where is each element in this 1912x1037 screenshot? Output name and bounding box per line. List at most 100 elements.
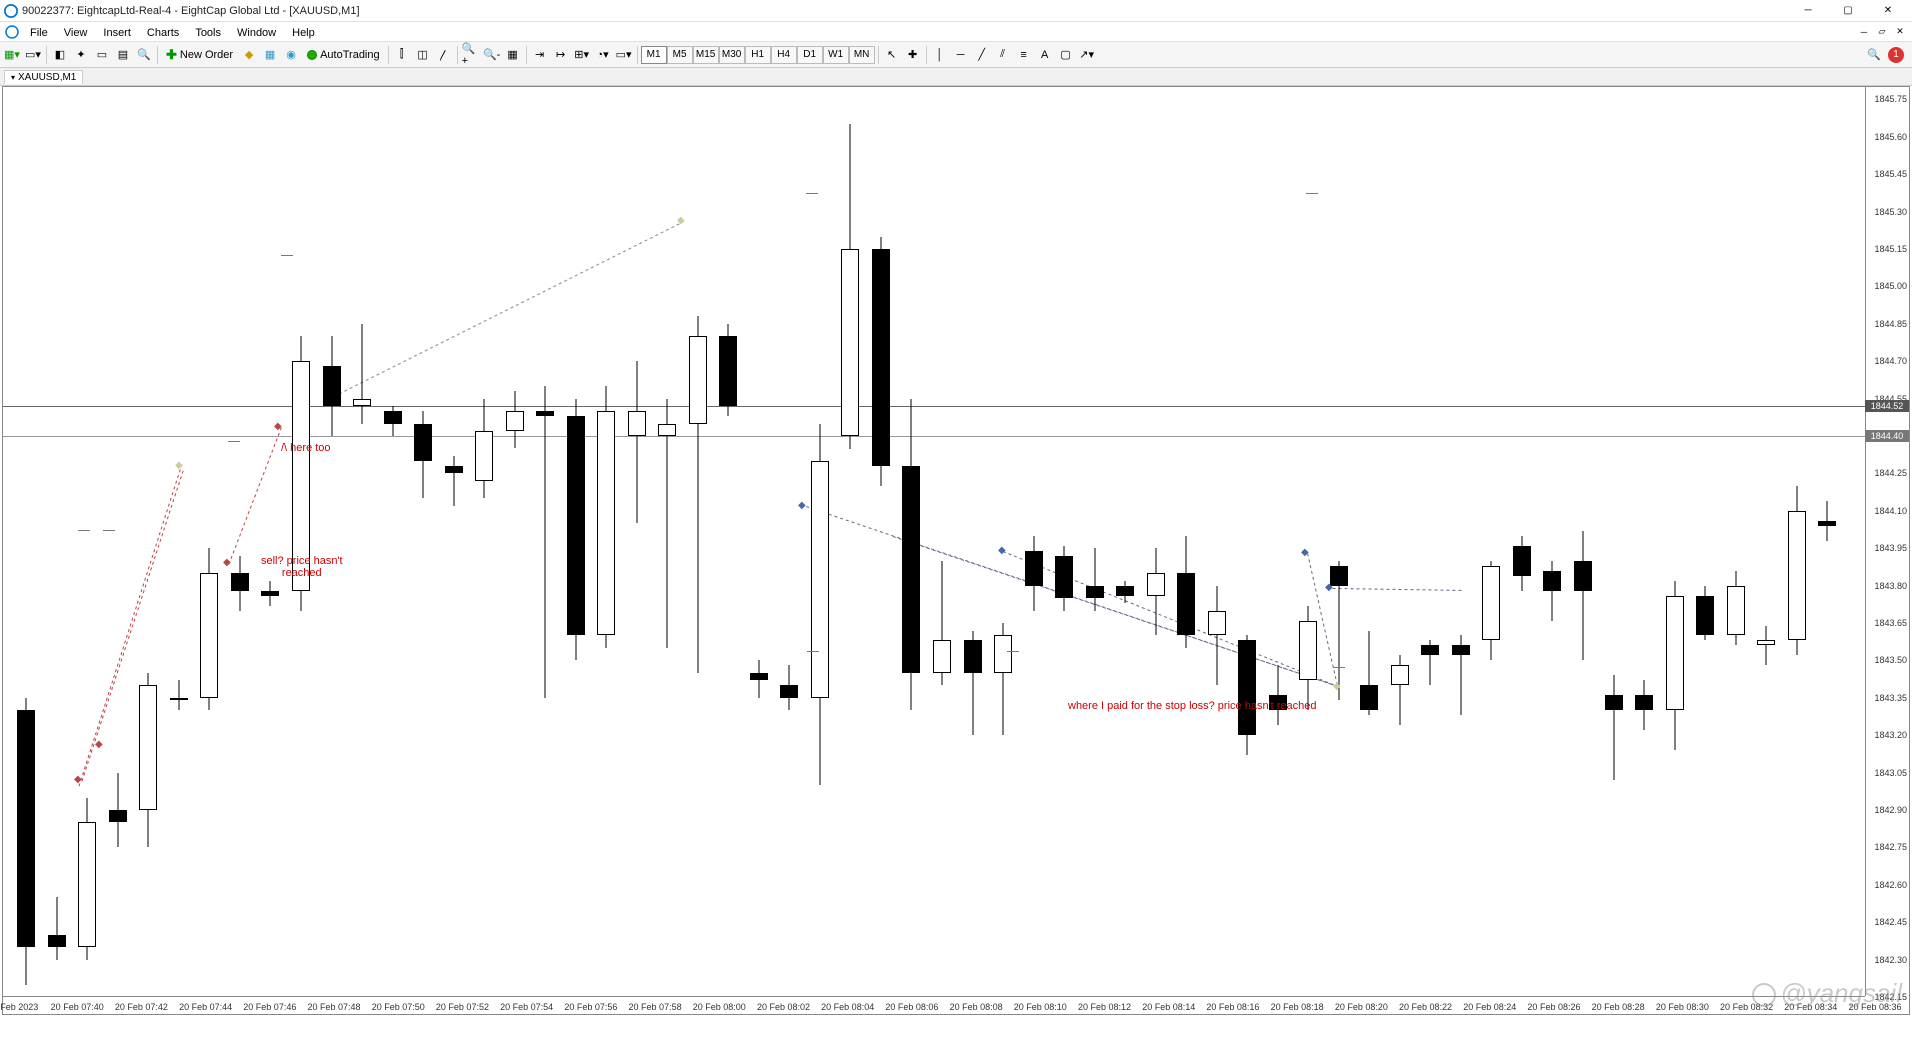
expert-advisors-icon[interactable]: ◉ <box>281 45 301 65</box>
new-order-label: New Order <box>180 49 233 61</box>
candle <box>109 87 127 996</box>
zoom-out-icon[interactable]: 🔍- <box>482 45 502 65</box>
notification-badge[interactable]: 1 <box>1888 47 1904 63</box>
crosshair-icon[interactable]: ✚ <box>903 45 923 65</box>
new-chart-icon[interactable]: ▦▾ <box>2 45 22 65</box>
text-icon[interactable]: A <box>1035 45 1055 65</box>
dash-marker <box>807 651 819 652</box>
menu-help[interactable]: Help <box>284 25 323 41</box>
close-button[interactable]: ✕ <box>1868 0 1908 22</box>
timeframe-w1[interactable]: W1 <box>823 46 849 64</box>
zoom-in-icon[interactable]: 🔍+ <box>461 45 481 65</box>
time-axis: 20 Feb 202320 Feb 07:4020 Feb 07:4220 Fe… <box>3 996 1865 1014</box>
data-window-icon[interactable]: ▭ <box>92 45 112 65</box>
price-tick: 1845.60 <box>1874 132 1907 142</box>
terminal-icon[interactable]: ▤ <box>113 45 133 65</box>
time-tick: 20 Feb 08:14 <box>1142 1002 1195 1012</box>
metaquotes-icon[interactable]: ◆ <box>239 45 259 65</box>
horizontal-line-icon[interactable]: ─ <box>951 45 971 65</box>
chart-shift-icon[interactable]: ↦ <box>551 45 571 65</box>
time-tick: 20 Feb 08:20 <box>1335 1002 1388 1012</box>
timeframe-h4[interactable]: H4 <box>771 46 797 64</box>
dash-marker <box>103 530 115 531</box>
minimize-button[interactable]: ─ <box>1788 0 1828 22</box>
timeframe-mn[interactable]: MN <box>849 46 875 64</box>
time-tick: 20 Feb 08:12 <box>1078 1002 1131 1012</box>
candle <box>475 87 493 996</box>
candle <box>1025 87 1043 996</box>
trendline-icon[interactable]: ╱ <box>972 45 992 65</box>
price-tick: 1845.30 <box>1874 207 1907 217</box>
price-tick: 1843.65 <box>1874 618 1907 628</box>
tile-windows-icon[interactable]: ▦ <box>503 45 523 65</box>
candle <box>1574 87 1592 996</box>
mdi-minimize-button[interactable]: ─ <box>1856 25 1872 39</box>
periods-icon[interactable]: ◔▾ <box>593 45 613 65</box>
signals-icon[interactable]: ▦ <box>260 45 280 65</box>
menu-view[interactable]: View <box>56 25 96 41</box>
timeframe-m30[interactable]: M30 <box>719 46 745 64</box>
menu-tools[interactable]: Tools <box>187 25 229 41</box>
candle <box>1696 87 1714 996</box>
time-tick: 20 Feb 08:18 <box>1271 1002 1324 1012</box>
menu-charts[interactable]: Charts <box>139 25 187 41</box>
navigator-icon[interactable]: ✦ <box>71 45 91 65</box>
new-order-button[interactable]: ✚New Order <box>161 45 238 65</box>
profiles-icon[interactable]: ▭▾ <box>23 45 43 65</box>
candle <box>1238 87 1256 996</box>
equidistant-channel-icon[interactable]: ⫽ <box>993 45 1013 65</box>
time-tick: 20 Feb 08:08 <box>950 1002 1003 1012</box>
search-icon[interactable]: 🔍 <box>1864 45 1884 65</box>
vertical-line-icon[interactable]: │ <box>930 45 950 65</box>
candle <box>964 87 982 996</box>
candlestick-icon[interactable]: ◫ <box>413 45 433 65</box>
time-tick: 20 Feb 08:16 <box>1206 1002 1259 1012</box>
timeframe-d1[interactable]: D1 <box>797 46 823 64</box>
arrows-icon[interactable]: ↗▾ <box>1077 45 1097 65</box>
candle <box>78 87 96 996</box>
candle <box>719 87 737 996</box>
timeframe-m1[interactable]: M1 <box>641 46 667 64</box>
auto-scroll-icon[interactable]: ⇥ <box>530 45 550 65</box>
mdi-close-button[interactable]: ✕ <box>1892 25 1908 39</box>
candle <box>1482 87 1500 996</box>
timeframe-m5[interactable]: M5 <box>667 46 693 64</box>
chart-tab[interactable]: ▾ XAUUSD,M1 <box>4 70 83 84</box>
candle <box>1116 87 1134 996</box>
candle <box>445 87 463 996</box>
candle <box>17 87 35 996</box>
candle <box>1818 87 1836 996</box>
time-tick: 20 Feb 2023 <box>0 1002 38 1012</box>
time-tick: 20 Feb 07:40 <box>51 1002 104 1012</box>
cursor-icon[interactable]: ↖ <box>882 45 902 65</box>
maximize-button[interactable]: ▢ <box>1828 0 1868 22</box>
price-tick: 1844.70 <box>1874 356 1907 366</box>
market-watch-icon[interactable]: ◧ <box>50 45 70 65</box>
price-tick: 1845.15 <box>1874 244 1907 254</box>
line-chart-icon[interactable]: 〳 <box>434 45 454 65</box>
menu-window[interactable]: Window <box>229 25 284 41</box>
timeframe-h1[interactable]: H1 <box>745 46 771 64</box>
time-tick: 20 Feb 08:06 <box>885 1002 938 1012</box>
price-marker: ◆ <box>175 460 183 471</box>
bar-chart-icon[interactable]: ⫿ <box>392 45 412 65</box>
timeframe-m15[interactable]: M15 <box>693 46 719 64</box>
time-tick: 20 Feb 08:22 <box>1399 1002 1452 1012</box>
indicators-icon[interactable]: ⊞▾ <box>572 45 592 65</box>
strategy-tester-icon[interactable]: 🔍 <box>134 45 154 65</box>
autotrading-button[interactable]: AutoTrading <box>302 45 385 65</box>
candle <box>689 87 707 996</box>
price-tick: 1842.90 <box>1874 805 1907 815</box>
time-tick: 20 Feb 08:10 <box>1014 1002 1067 1012</box>
candle <box>1208 87 1226 996</box>
candle <box>200 87 218 996</box>
chart-area[interactable]: /\ here toosell? price hasn't reachedwhe… <box>3 87 1865 996</box>
candle <box>567 87 585 996</box>
price-marker: ◆ <box>677 215 685 226</box>
templates-icon[interactable]: ▭▾ <box>614 45 634 65</box>
menu-file[interactable]: File <box>22 25 56 41</box>
fibonacci-icon[interactable]: ≡ <box>1014 45 1034 65</box>
text-label-icon[interactable]: ▢ <box>1056 45 1076 65</box>
mdi-restore-button[interactable]: ▱ <box>1874 25 1890 39</box>
menu-insert[interactable]: Insert <box>95 25 139 41</box>
